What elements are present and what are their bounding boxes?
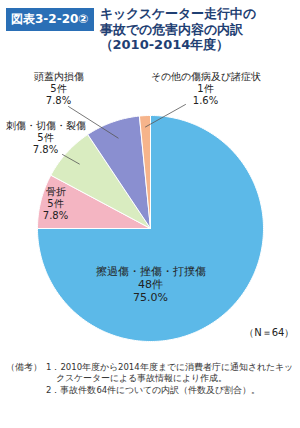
svg-text:骨折5件7.8%: 骨折5件7.8% xyxy=(43,186,68,221)
html-text:2．事故件数64件についての内訳（件数及び割合）。: 2．事故件数64件についての内訳（件数及び割合）。 xyxy=(46,384,261,395)
svg-text:その他の傷病及び諸症状1件1.6%: その他の傷病及び諸症状1件1.6% xyxy=(151,71,261,106)
html-text:（2010-2014年度）: （2010-2014年度） xyxy=(99,37,230,53)
svg-text:（N＝64）: （N＝64） xyxy=(244,327,294,338)
html-text:キックスケーター走行中の事故での危害内容の内訳: キックスケーター走行中の事故での危害内容の内訳 xyxy=(99,6,256,37)
html-text:1．2010年度から2014年度までに消費者庁に通知されたキ: 1．2010年度から2014年度までに消費者庁に通知されたキックスケーターによる… xyxy=(46,362,293,384)
svg-text:頭蓋内損傷5件7.8%: 頭蓋内損傷5件7.8% xyxy=(34,71,84,106)
html-text:（備考）: （備考） xyxy=(6,362,42,372)
svg-text:擦過傷・挫傷・打撲傷48件75.0%: 擦過傷・挫傷・打撲傷48件75.0% xyxy=(96,265,206,304)
html-text:図表3-2-20②: 図表3-2-20② xyxy=(11,12,89,26)
svg-text:刺傷・切傷・裂傷5件7.8%: 刺傷・切傷・裂傷5件7.8% xyxy=(6,120,86,155)
